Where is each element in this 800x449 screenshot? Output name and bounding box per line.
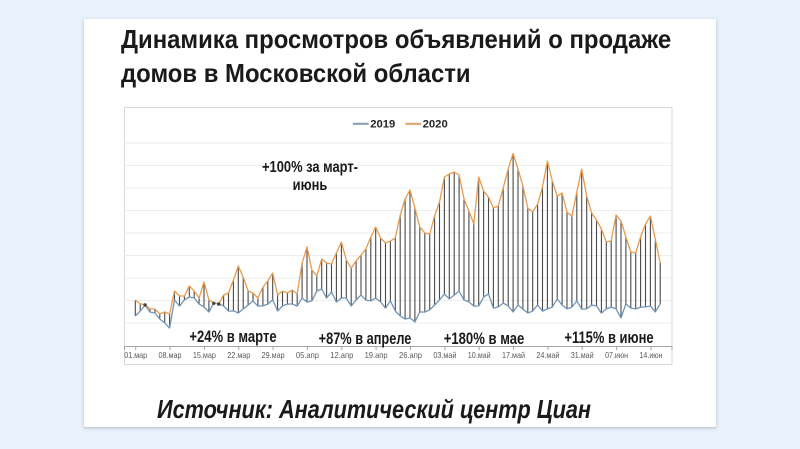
svg-text:26.апр: 26.апр (399, 350, 422, 360)
svg-text:14.июн: 14.июн (640, 350, 663, 360)
svg-text:19.апр: 19.апр (365, 350, 388, 360)
svg-text:17.май: 17.май (502, 350, 525, 360)
svg-text:2020: 2020 (423, 119, 448, 131)
svg-text:05.апр: 05.апр (296, 350, 319, 360)
svg-text:12.апр: 12.апр (330, 350, 353, 360)
svg-text:29.мар: 29.мар (262, 350, 285, 360)
svg-text:31.май: 31.май (571, 350, 594, 360)
svg-text:2019: 2019 (370, 119, 395, 131)
svg-text:24.май: 24.май (536, 350, 559, 360)
svg-text:10.май: 10.май (468, 350, 491, 360)
svg-text:01.мар: 01.мар (124, 350, 147, 360)
svg-text:22.мар: 22.мар (227, 350, 250, 360)
svg-text:08.мар: 08.мар (159, 350, 182, 360)
svg-text:07.июн: 07.июн (605, 350, 628, 360)
svg-text:15.мар: 15.мар (193, 350, 216, 360)
svg-text:03.май: 03.май (433, 350, 456, 360)
